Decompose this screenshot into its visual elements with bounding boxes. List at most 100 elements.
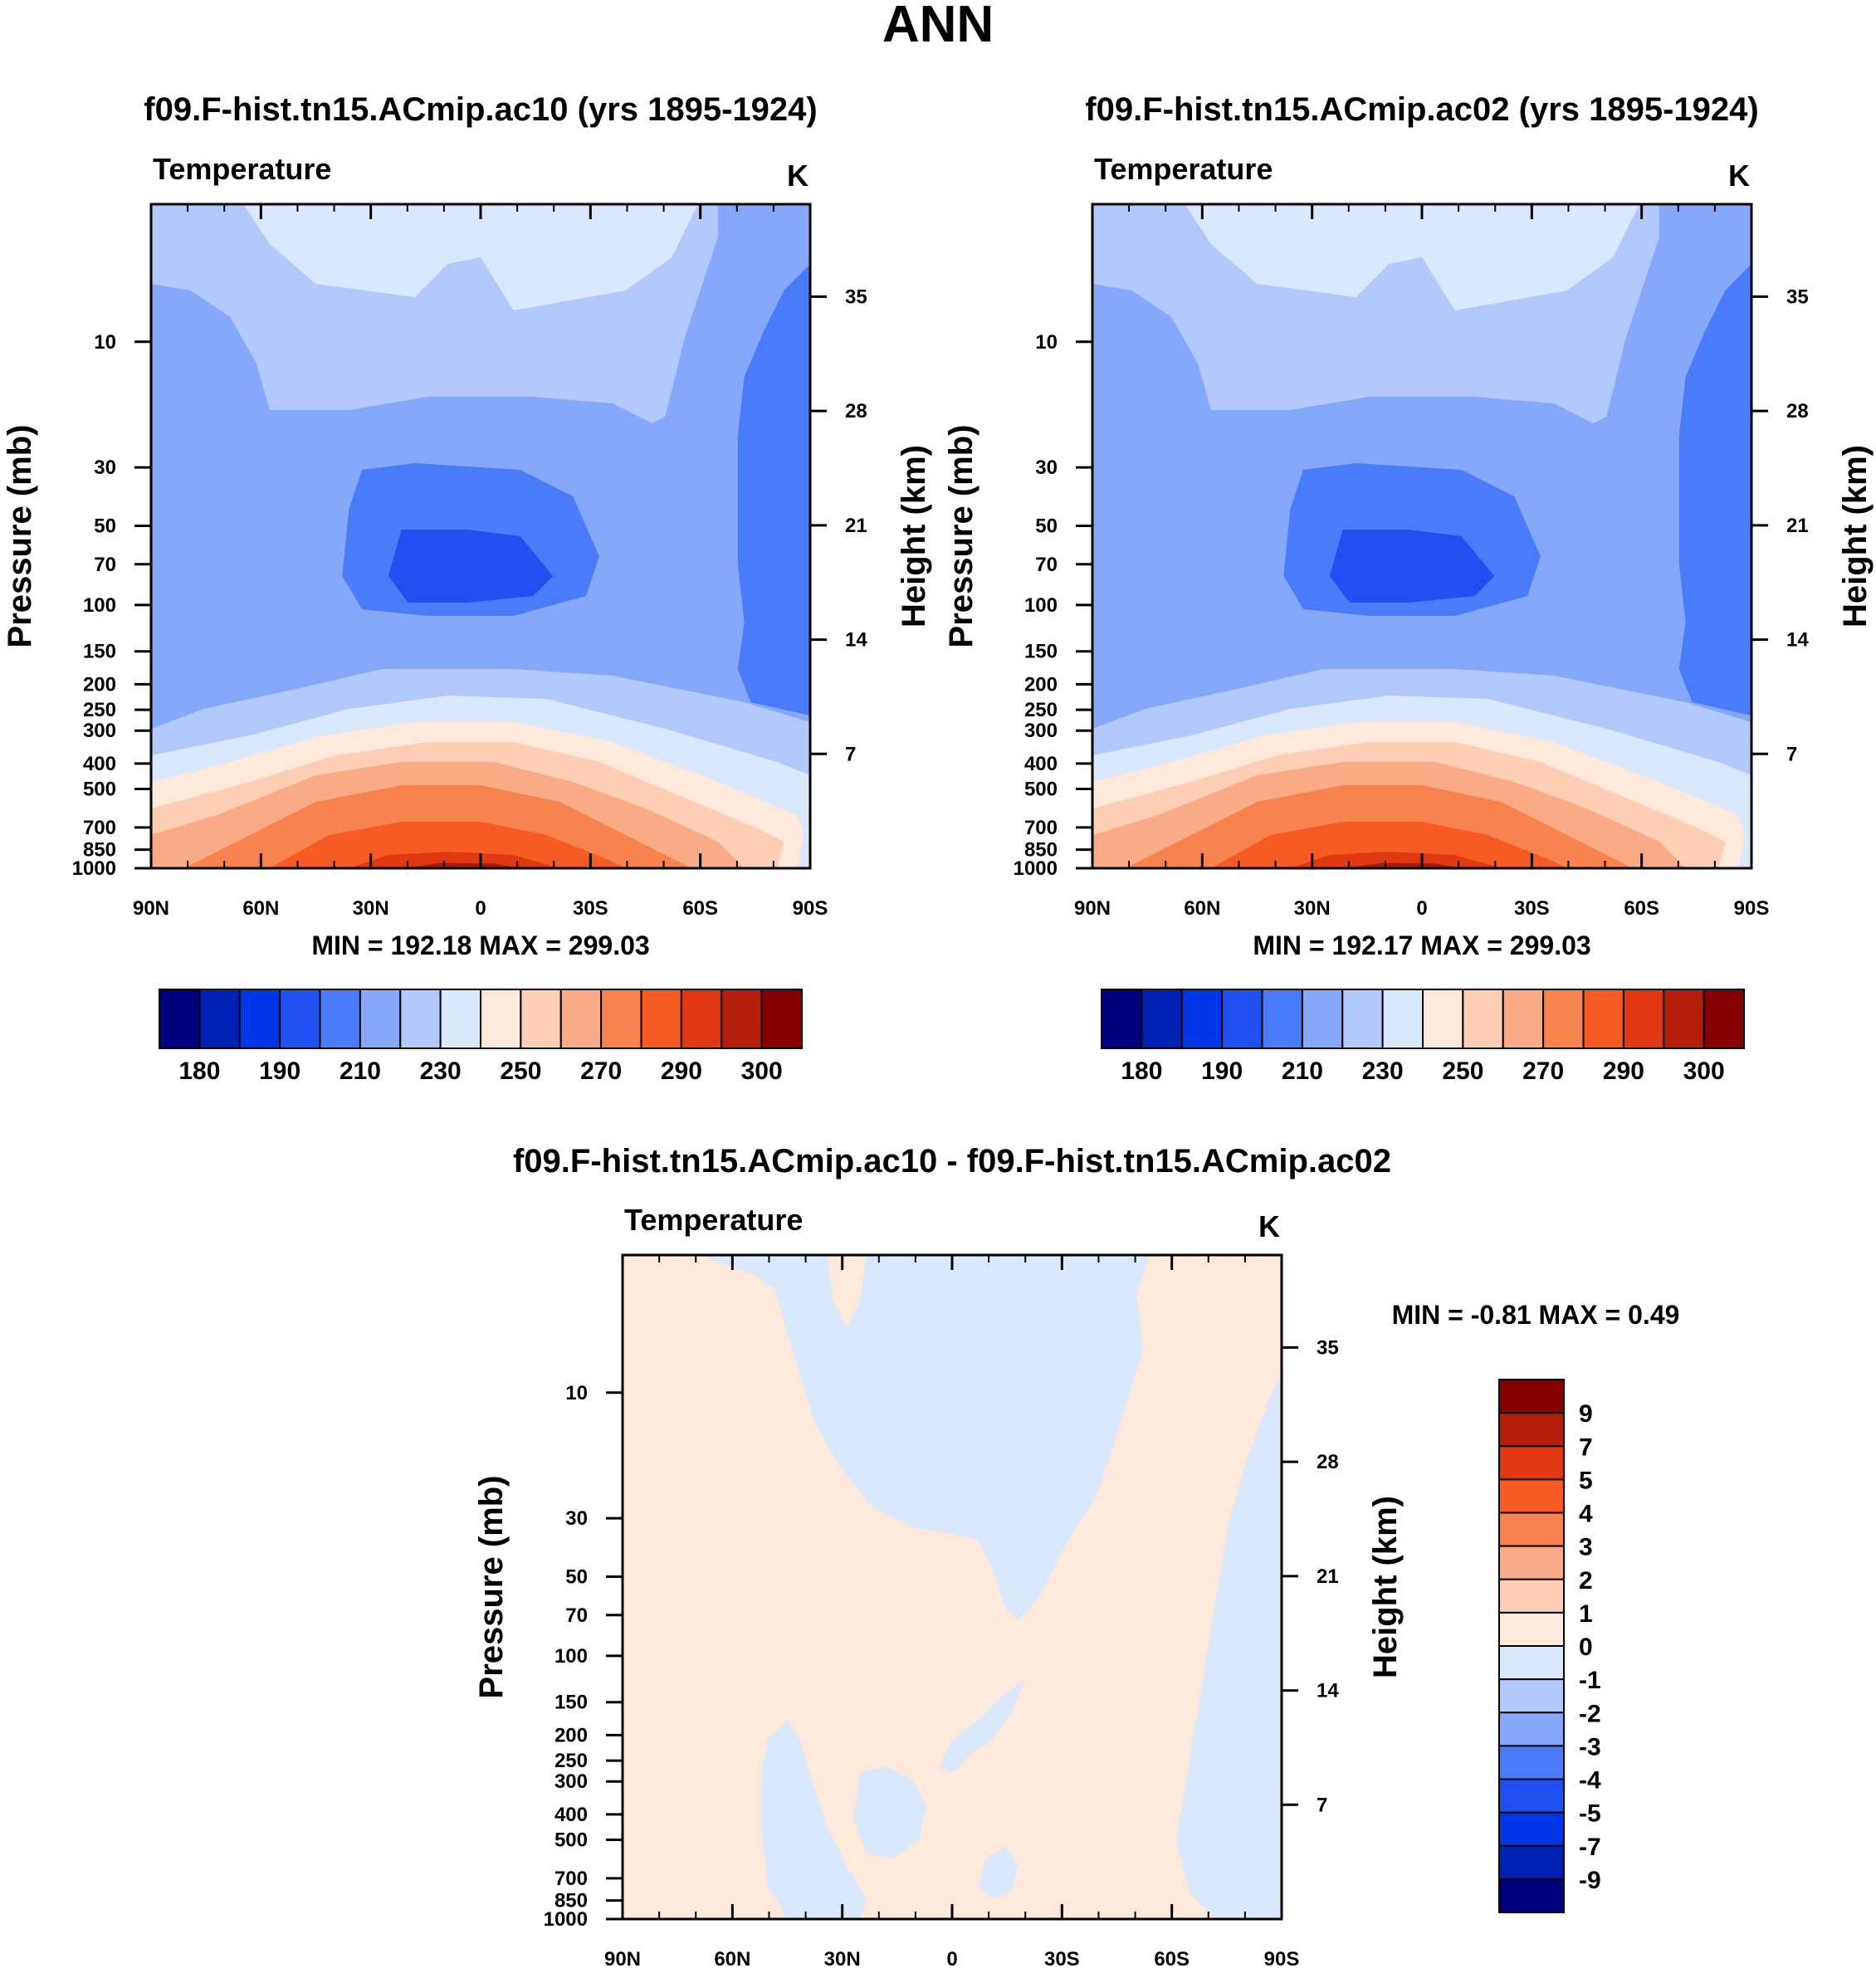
x-tick-label: 90S <box>1734 897 1770 920</box>
colorbar-box <box>1663 989 1705 1049</box>
colorbar-label: 5 <box>1579 1467 1593 1494</box>
y-right-tick-label: 7 <box>845 743 856 765</box>
y-tick-label: 850 <box>554 1890 588 1912</box>
colorbar-label: -5 <box>1579 1800 1601 1828</box>
y-tick-label: 250 <box>554 1750 588 1772</box>
y-tick-label: 400 <box>1024 753 1058 775</box>
colorbar-box <box>1498 1611 1565 1647</box>
tropical-tropopause-core <box>1329 530 1495 603</box>
y-axis-label: Pressure (mb) <box>473 1476 510 1699</box>
y-tick-label: 1000 <box>72 857 116 880</box>
panel-title: f09.F-hist.tn15.ACmip.ac10 - f09.F-hist.… <box>513 1143 1391 1179</box>
colorbar-box <box>1101 989 1143 1049</box>
negative-region-south-pole <box>1176 1375 1282 1919</box>
colorbar-label: -2 <box>1579 1700 1601 1727</box>
y-right-tick-label: 7 <box>1786 743 1797 765</box>
negative-region-eq-low <box>853 1766 926 1859</box>
y-right-axis-label: Height (km) <box>896 445 932 628</box>
y-tick-label: 250 <box>1024 699 1058 721</box>
colorbar-box <box>1498 1844 1565 1880</box>
y-right-tick-label: 21 <box>1786 515 1809 537</box>
figure-title: ANN <box>882 0 994 53</box>
colorbar-label: 7 <box>1579 1433 1593 1461</box>
y-tick-label: 850 <box>1024 839 1058 862</box>
x-tick-label: 0 <box>1416 897 1427 920</box>
y-tick-label: 50 <box>1035 515 1058 537</box>
x-tick-label: 30N <box>353 897 389 920</box>
colorbar-label: 290 <box>661 1057 702 1085</box>
y-tick-label: 100 <box>1024 594 1058 617</box>
colorbar-box <box>1542 989 1585 1049</box>
negative-region-tropics <box>701 1255 1151 1620</box>
y-right-tick-label: 14 <box>845 629 867 652</box>
colorbar-label: 230 <box>420 1057 462 1085</box>
y-tick-label: 200 <box>1024 673 1058 696</box>
polar-vortex-south <box>1678 264 1751 715</box>
y-tick-label: 10 <box>565 1382 588 1404</box>
panel-ac10: f09.F-hist.tn15.ACmip.ac10 (yrs 1895-192… <box>2 91 932 1085</box>
x-tick-label: 60N <box>242 897 279 920</box>
y-tick-label: 30 <box>565 1507 588 1530</box>
y-tick-label: 70 <box>94 554 116 576</box>
troposphere-290-band <box>1210 822 1567 868</box>
contour-fill <box>151 204 810 868</box>
y-tick-label: 70 <box>565 1604 588 1627</box>
colorbar-label: 270 <box>580 1057 622 1085</box>
y-tick-label: 500 <box>1024 779 1058 801</box>
colorbar-box <box>1498 1778 1565 1814</box>
colorbar-label: 250 <box>500 1057 541 1085</box>
negative-region-surface <box>978 1846 1019 1899</box>
troposphere-290-band <box>269 822 626 868</box>
colorbar-box <box>1381 989 1424 1049</box>
colorbar-label: -4 <box>1579 1767 1601 1795</box>
colorbar-box <box>1582 989 1624 1049</box>
y-tick-label: 700 <box>554 1868 588 1890</box>
colorbar-box <box>520 989 562 1049</box>
y-right-tick-label: 35 <box>845 286 867 308</box>
panel-ac02: f09.F-hist.tn15.ACmip.ac02 (yrs 1895-192… <box>943 91 1874 1085</box>
left-string: Temperature <box>1094 152 1273 186</box>
x-tick-label: 90S <box>793 897 828 920</box>
y-right-axis-label: Height (km) <box>1837 445 1874 628</box>
y-tick-label: 500 <box>554 1829 588 1852</box>
negative-region-north-low <box>760 1720 867 1919</box>
y-tick-label: 850 <box>83 839 116 862</box>
x-tick-label: 60S <box>1624 897 1659 920</box>
x-tick-label: 90N <box>604 1948 641 1971</box>
colorbar-box <box>159 989 201 1049</box>
colorbar-box <box>1502 989 1545 1049</box>
colorbar-box <box>1498 1645 1565 1681</box>
x-tick-label: 60N <box>1184 897 1220 920</box>
y-tick-label: 300 <box>554 1770 588 1793</box>
colorbar-box <box>1422 989 1464 1049</box>
x-tick-label: 90S <box>1264 1948 1300 1971</box>
x-tick-label: 90N <box>1074 897 1111 920</box>
x-tick-label: 0 <box>946 1948 957 1971</box>
right-string: K <box>1258 1209 1280 1243</box>
stratosphere-240-band <box>1185 204 1639 310</box>
colorbar-box <box>1462 989 1504 1049</box>
x-tick-label: 30N <box>824 1948 861 1971</box>
colorbar-label: 270 <box>1522 1057 1564 1085</box>
x-tick-label: 30S <box>573 897 608 920</box>
polar-vortex-south <box>737 264 810 715</box>
min-max-stats: MIN = 192.18 MAX = 299.03 <box>311 930 649 960</box>
x-tick-label: 0 <box>475 897 486 920</box>
colorbar-label: 180 <box>178 1057 220 1085</box>
y-tick-label: 500 <box>83 779 116 801</box>
colorbar-label: 300 <box>741 1057 783 1085</box>
y-tick-label: 30 <box>94 457 116 479</box>
tropical-tropopause-core <box>388 530 554 603</box>
colorbar-box <box>559 989 603 1049</box>
colorbar-box <box>1498 1512 1565 1547</box>
y-tick-label: 150 <box>83 641 116 663</box>
y-right-axis-label: Height (km) <box>1367 1496 1404 1678</box>
colorbar-box <box>399 989 442 1049</box>
colorbar-box <box>1498 1445 1565 1481</box>
y-tick-label: 10 <box>94 331 116 354</box>
y-tick-label: 300 <box>1024 720 1058 742</box>
colorbar-box <box>359 989 402 1049</box>
y-tick-label: 30 <box>1035 457 1058 479</box>
y-tick-label: 1000 <box>1014 857 1058 880</box>
